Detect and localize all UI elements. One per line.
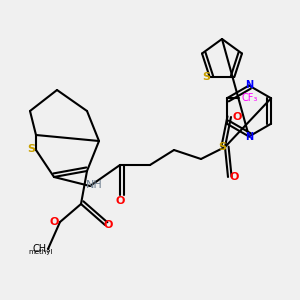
Text: CF₃: CF₃ — [241, 93, 258, 103]
Text: O: O — [49, 217, 59, 227]
Text: NH: NH — [86, 179, 103, 190]
Text: N: N — [245, 131, 253, 142]
Text: O: O — [229, 172, 239, 182]
Text: O: O — [115, 196, 125, 206]
Text: S: S — [203, 72, 211, 82]
Text: N: N — [245, 80, 253, 91]
Text: CH₃: CH₃ — [33, 244, 51, 254]
Text: S: S — [218, 142, 226, 152]
Text: S: S — [28, 143, 35, 154]
Text: O: O — [103, 220, 113, 230]
Text: O: O — [232, 112, 242, 122]
Text: methyl: methyl — [28, 249, 53, 255]
